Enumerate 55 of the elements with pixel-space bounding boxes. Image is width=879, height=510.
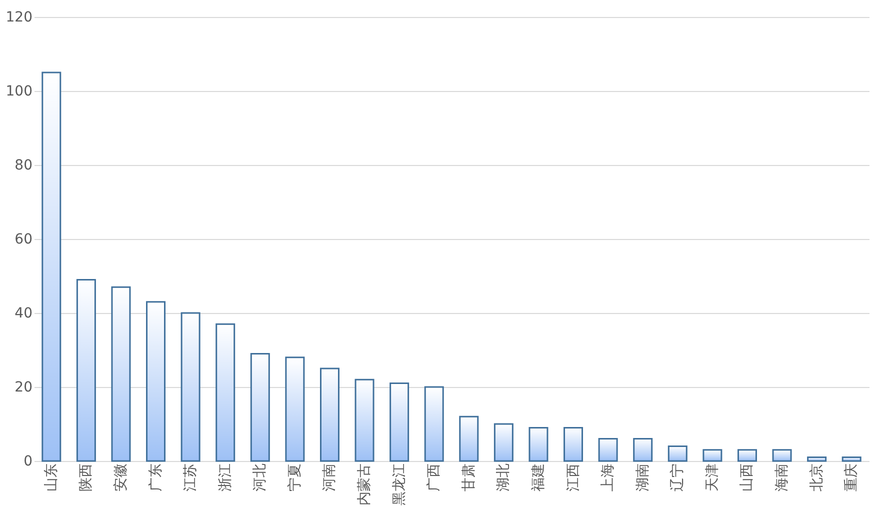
x-tick-label: 上海 [600,464,616,492]
bar [737,449,757,462]
x-tick-label: 安徽 [112,464,129,492]
x-tick-label: 河南 [322,464,338,492]
bar [564,426,584,462]
bar [390,382,410,462]
y-tick-label: 0 [24,454,32,470]
x-tick-label: 甘肃 [460,464,477,492]
bar [494,423,514,462]
bar [459,416,479,462]
y-tick-label: 80 [14,158,32,174]
x-tick-label: 重庆 [844,464,860,492]
x-tick-label: 湖北 [496,464,512,492]
x-tick-label: 广西 [426,464,442,492]
x-tick-label: 黑龙江 [391,464,408,506]
bar [216,323,236,462]
bar [424,386,444,462]
bar [111,286,131,462]
x-tick-label: 湖南 [634,464,651,492]
bar [598,438,618,462]
bar [354,378,374,462]
x-tick-label: 江西 [565,464,582,492]
x-tick-label: 北京 [808,464,825,492]
bar [668,445,688,462]
x-tick-label: 山东 [43,464,60,492]
bar [528,426,548,462]
bar [146,301,166,462]
x-tick-label: 浙江 [217,464,234,492]
y-tick-label: 60 [14,232,32,248]
x-tick-label: 宁夏 [286,464,303,492]
x-tick-label: 山西 [739,464,756,492]
bar [633,438,653,462]
bar [285,356,305,462]
bar [180,312,200,462]
x-tick-label: 陕西 [78,464,94,492]
x-tick-label: 江苏 [182,464,199,492]
bar [807,456,827,462]
y-tick-label: 40 [14,306,32,322]
bar [702,449,722,462]
bar [842,456,862,462]
y-tick-label: 120 [6,10,32,26]
bar [76,278,96,462]
x-tick-label: 河北 [252,464,268,492]
bar [42,72,62,462]
x-tick-label: 天津 [704,464,720,492]
x-tick-label: 福建 [530,464,546,492]
x-tick-label: 广东 [148,464,164,492]
bar [772,449,792,462]
bar [320,368,340,462]
y-tick-label: 100 [6,84,32,100]
y-tick-label: 20 [14,380,32,396]
x-tick-label: 辽宁 [670,464,686,492]
x-tick-label: 内蒙古 [356,464,373,506]
x-tick-label: 海南 [774,464,790,492]
bar [250,352,270,462]
